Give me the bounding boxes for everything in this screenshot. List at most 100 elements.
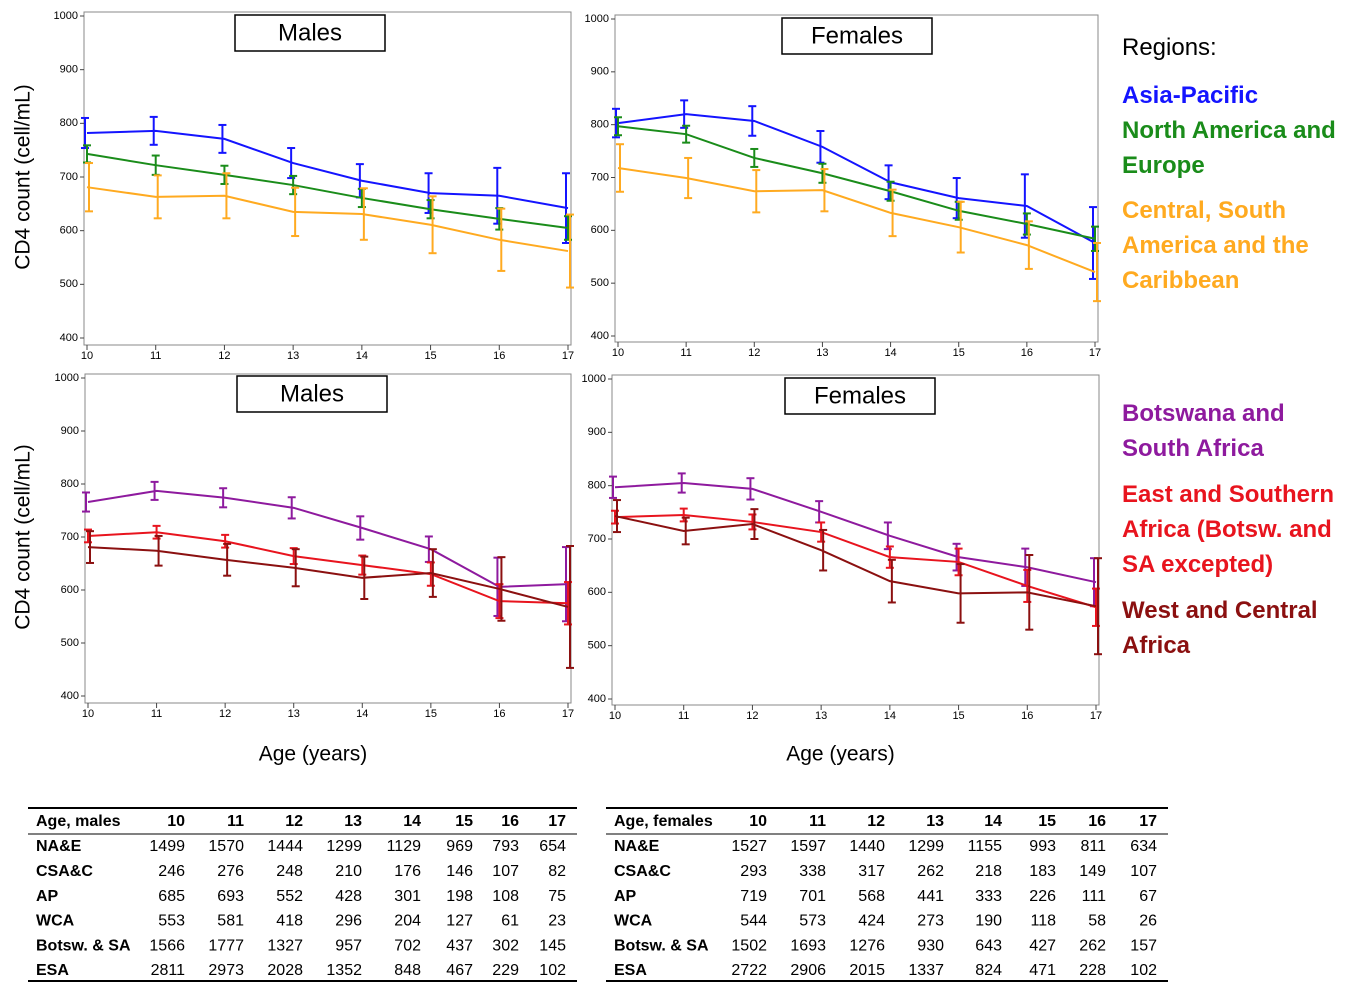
x-tick-label: 11	[678, 710, 689, 722]
table-header: 10	[167, 813, 185, 830]
table-cell: 157	[1130, 937, 1157, 954]
table-cell: 471	[1029, 962, 1056, 979]
series-line	[86, 152, 569, 229]
x-tick-label: 14	[356, 350, 368, 362]
table-cell: 262	[1079, 937, 1106, 954]
table-cell: 26	[1139, 913, 1157, 930]
table-cell: 302	[492, 937, 519, 954]
error-bar	[360, 555, 369, 601]
table-cell: 581	[217, 913, 244, 930]
table-row-label: ESA	[36, 962, 69, 979]
table-cell: 145	[539, 937, 566, 954]
x-tick-label: 16	[493, 708, 505, 720]
table-row-label: NA&E	[614, 838, 660, 855]
table-cell: 317	[858, 863, 885, 880]
error-bar	[359, 187, 368, 241]
table-cell: 127	[446, 913, 473, 930]
x-tick-label: 12	[748, 347, 760, 359]
table-header: 11	[227, 813, 244, 830]
x-tick-label: 13	[287, 350, 299, 362]
error-bar	[356, 515, 365, 541]
table-cell: 1693	[790, 937, 826, 954]
error-bar	[613, 499, 621, 534]
table-header: 15	[455, 813, 473, 830]
y-tick-label: 600	[61, 584, 79, 596]
table-cell: 993	[1029, 838, 1056, 855]
table-row-label: WCA	[614, 913, 653, 930]
table-row-label: ESA	[614, 962, 647, 979]
y-tick-label: 500	[60, 278, 78, 290]
error-bar	[816, 130, 825, 164]
table-cell: 634	[1130, 838, 1157, 855]
table-cell: 146	[446, 863, 473, 880]
error-bar	[223, 542, 232, 577]
table-cell: 102	[539, 962, 566, 979]
x-tick-label: 16	[1021, 710, 1033, 722]
table-cell: 229	[492, 962, 519, 979]
table-cell: 702	[394, 937, 421, 954]
x-tick-label: 15	[424, 350, 436, 362]
table-row-label: AP	[36, 888, 59, 905]
table-header: Age, females	[614, 813, 713, 830]
table-row-label: Botsw. & SA	[36, 937, 131, 954]
table-cell: 226	[1029, 888, 1056, 905]
table-header: 15	[1038, 813, 1056, 830]
table-cell: 276	[217, 863, 244, 880]
error-bar	[154, 534, 163, 567]
x-tick-label: 11	[150, 350, 161, 362]
y-tick-label: 800	[60, 117, 78, 129]
error-bar	[750, 508, 759, 540]
table-cell: 418	[276, 913, 303, 930]
plot-frame	[84, 373, 572, 704]
table-cell: 1570	[208, 838, 244, 855]
table-cell: 102	[1130, 962, 1157, 979]
error-bar	[82, 491, 90, 513]
table-cell: 273	[917, 913, 944, 930]
table-cell: 1299	[326, 838, 362, 855]
error-bar	[616, 143, 624, 193]
y-tick-label: 900	[60, 64, 78, 76]
series-line	[614, 481, 1097, 584]
series-line	[87, 546, 569, 608]
table-cell: 1155	[968, 838, 1003, 855]
series-line	[617, 167, 1096, 274]
table-header: 16	[501, 813, 519, 830]
table-cell: 1276	[849, 937, 885, 954]
table-cell: 793	[492, 838, 519, 855]
table-cell: 246	[158, 863, 185, 880]
error-bar	[222, 172, 231, 220]
table-cell: 1352	[326, 962, 362, 979]
table-header: 16	[1088, 813, 1106, 830]
error-bar	[1025, 554, 1034, 631]
error-bar	[86, 530, 94, 564]
table-cell: 553	[158, 913, 185, 930]
table-cell: 183	[1029, 863, 1056, 880]
table-cell: 218	[975, 863, 1002, 880]
legend-entry: Asia-Pacific	[1122, 82, 1259, 109]
series-line	[617, 113, 1096, 244]
table-cell: 1327	[267, 937, 303, 954]
table-cell: 1566	[149, 937, 185, 954]
table-cell: 204	[394, 913, 421, 930]
table-cell: 61	[501, 913, 519, 930]
x-tick-label: 17	[562, 708, 574, 720]
table-cell: 108	[492, 888, 519, 905]
series-line	[87, 489, 569, 588]
legend-entry: North America and Europe	[1122, 117, 1336, 179]
y-tick-label: 800	[61, 478, 79, 490]
table-cell: 544	[740, 913, 767, 930]
error-bar	[748, 105, 757, 137]
error-bar	[956, 563, 965, 624]
table-cell: 568	[858, 888, 885, 905]
y-axis-label: CD4 count (cell/mL)	[12, 84, 35, 270]
x-tick-label: 17	[562, 350, 574, 362]
error-bar	[752, 169, 761, 214]
error-bar	[562, 172, 570, 245]
error-bar	[291, 548, 300, 588]
table-cell: 2722	[731, 962, 767, 979]
table-cell: 1444	[267, 838, 303, 855]
table-cell: 118	[1030, 913, 1056, 930]
y-tick-label: 1000	[54, 10, 78, 22]
table-cell: 1129	[387, 838, 422, 855]
